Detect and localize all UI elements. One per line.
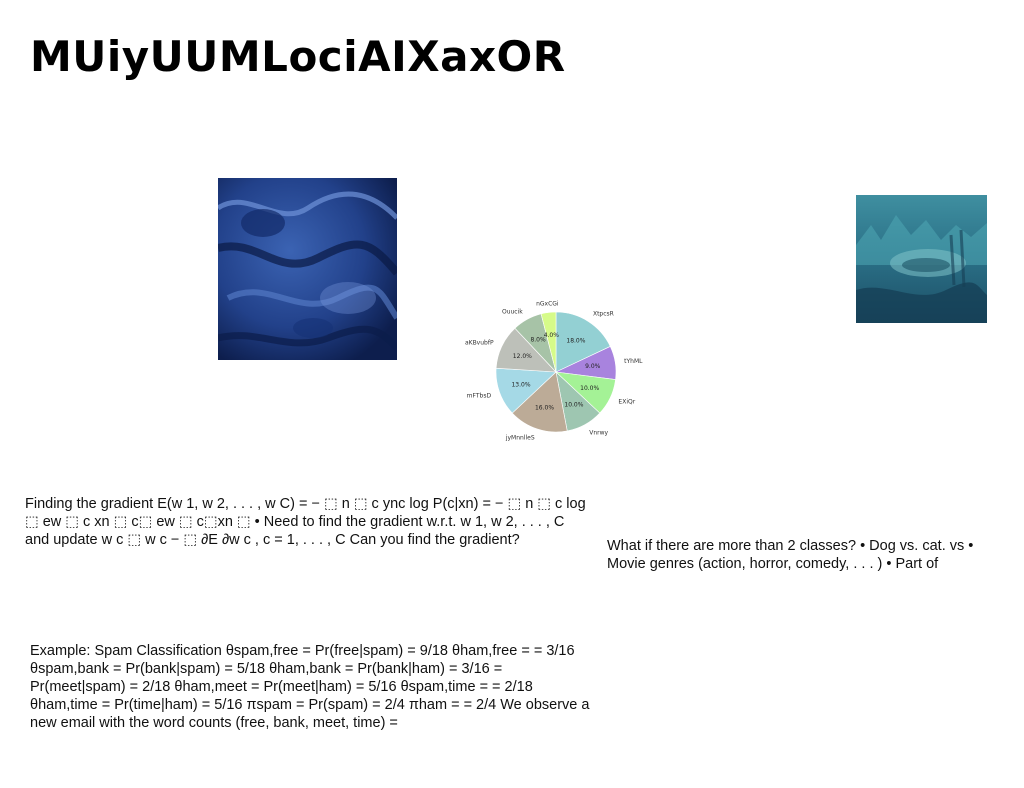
pie-slice-XtpcsR xyxy=(555,311,611,373)
blue-textured-relief-photo xyxy=(218,178,397,360)
pie-label-tYhML: tYhML xyxy=(624,358,643,365)
multiclass-text-block: What if there are more than 2 classes? •… xyxy=(607,538,974,572)
pie-label-nGxCGi: nGxCGi xyxy=(536,301,559,308)
pie-percent-Vnrwy: 10.0% xyxy=(564,402,583,409)
pie-percent-aKBvubfP: 12.0% xyxy=(513,353,532,360)
pie-percent-EXiQr: 10.0% xyxy=(580,385,599,392)
gradient-text-block: Finding the gradient E(w 1, w 2, . . . ,… xyxy=(25,496,586,548)
pie-percent-Ouucik: 8.0% xyxy=(530,336,546,343)
pie-percent-XtpcsR: 18.0% xyxy=(566,338,585,345)
pie-label-Vnrwy: Vnrwy xyxy=(589,429,608,436)
pie-percent-tYhML: 9.0% xyxy=(585,363,601,370)
pie-percent-nGxCGi: 4.0% xyxy=(544,332,560,339)
pie-slice-jyMnnlleS xyxy=(511,371,568,433)
slide-title: MUiyUUMLociAIXaxOR xyxy=(30,32,566,81)
pie-label-mFTbsD: mFTbsD xyxy=(467,392,492,399)
pie-label-XtpcsR: XtpcsR xyxy=(593,311,614,318)
pie-percent-labels: 18.0% 9.0% 10.0% 10.0% 16.0% 13.0% 12.0% 8.0%4.… xyxy=(511,332,600,411)
pie-label-jyMnnlleS: jyMnnlleS xyxy=(505,435,535,442)
pie-slices xyxy=(495,311,617,433)
pie-category-labels: XtpcsR tYhML EXiQr Vnrwy jyMnnlleS mFTbsD aKBv… xyxy=(465,301,643,442)
teal-landscape-photo xyxy=(856,195,987,323)
pie-percent-jyMnnlleS: 16.0% xyxy=(535,404,554,411)
pie-chart: 18.0% 9.0% 10.0% 10.0% 16.0% 13.0% 12.0% 8.0%4.… xyxy=(465,301,643,442)
pie-slice-nGxCGi xyxy=(540,311,557,373)
pie-label-aKBvubfP: aKBvubfP xyxy=(465,340,494,347)
pie-label-EXiQr: EXiQr xyxy=(618,398,635,405)
pie-percent-mFTbsD: 13.0% xyxy=(511,382,530,389)
spam-example-text-block: Example: Spam Classification θspam,free … xyxy=(30,643,590,731)
pie-label-Ouucik: Ouucik xyxy=(502,309,523,316)
